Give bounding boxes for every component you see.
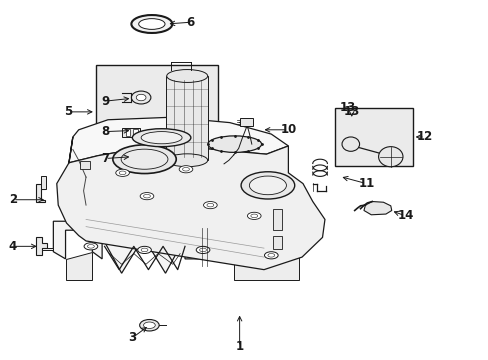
Ellipse shape [138, 246, 151, 253]
Ellipse shape [121, 149, 167, 169]
Ellipse shape [113, 145, 176, 174]
Bar [133, 130, 138, 135]
Polygon shape [57, 137, 325, 270]
Ellipse shape [136, 94, 146, 101]
Bar [166, 76, 207, 160]
Ellipse shape [140, 319, 159, 331]
Ellipse shape [247, 212, 261, 220]
Ellipse shape [143, 322, 155, 328]
Ellipse shape [140, 193, 154, 200]
Polygon shape [53, 221, 303, 273]
Text: 3: 3 [128, 331, 136, 344]
Text: 14: 14 [396, 210, 413, 222]
Text: 13: 13 [343, 105, 359, 118]
Text: 12: 12 [416, 130, 432, 144]
Text: 1: 1 [235, 340, 243, 353]
Polygon shape [233, 252, 299, 280]
Polygon shape [36, 237, 47, 255]
Polygon shape [363, 202, 391, 215]
Text: 8: 8 [101, 125, 109, 138]
Ellipse shape [166, 69, 207, 82]
Ellipse shape [203, 202, 217, 209]
Ellipse shape [179, 166, 192, 173]
Bar [96, 65, 217, 173]
Text: 13: 13 [339, 101, 355, 114]
Text: 6: 6 [186, 16, 195, 29]
Ellipse shape [264, 252, 278, 259]
Polygon shape [41, 176, 45, 189]
Bar [125, 130, 130, 135]
Ellipse shape [207, 136, 261, 152]
Polygon shape [65, 252, 92, 280]
Ellipse shape [196, 246, 209, 253]
Bar [80, 161, 90, 169]
Ellipse shape [131, 91, 151, 104]
Text: 10: 10 [280, 123, 296, 136]
Ellipse shape [241, 172, 294, 199]
Polygon shape [36, 184, 44, 202]
Ellipse shape [249, 176, 286, 195]
Text: 9: 9 [101, 95, 109, 108]
Bar [239, 118, 253, 126]
Ellipse shape [341, 137, 359, 151]
Polygon shape [69, 117, 288, 163]
Ellipse shape [141, 132, 182, 144]
Text: 4: 4 [9, 240, 17, 253]
Ellipse shape [131, 15, 172, 33]
Bar [334, 108, 412, 166]
Text: 11: 11 [358, 177, 374, 190]
Bar [272, 236, 281, 249]
Text: 7: 7 [102, 152, 109, 165]
Bar [122, 128, 140, 137]
Ellipse shape [132, 129, 190, 147]
Text: 5: 5 [64, 105, 72, 118]
Ellipse shape [116, 169, 129, 176]
Ellipse shape [378, 147, 402, 167]
Polygon shape [42, 248, 53, 250]
Ellipse shape [139, 19, 164, 30]
Ellipse shape [84, 243, 98, 250]
Text: 2: 2 [9, 193, 17, 206]
Bar [272, 209, 281, 230]
Ellipse shape [166, 154, 207, 167]
